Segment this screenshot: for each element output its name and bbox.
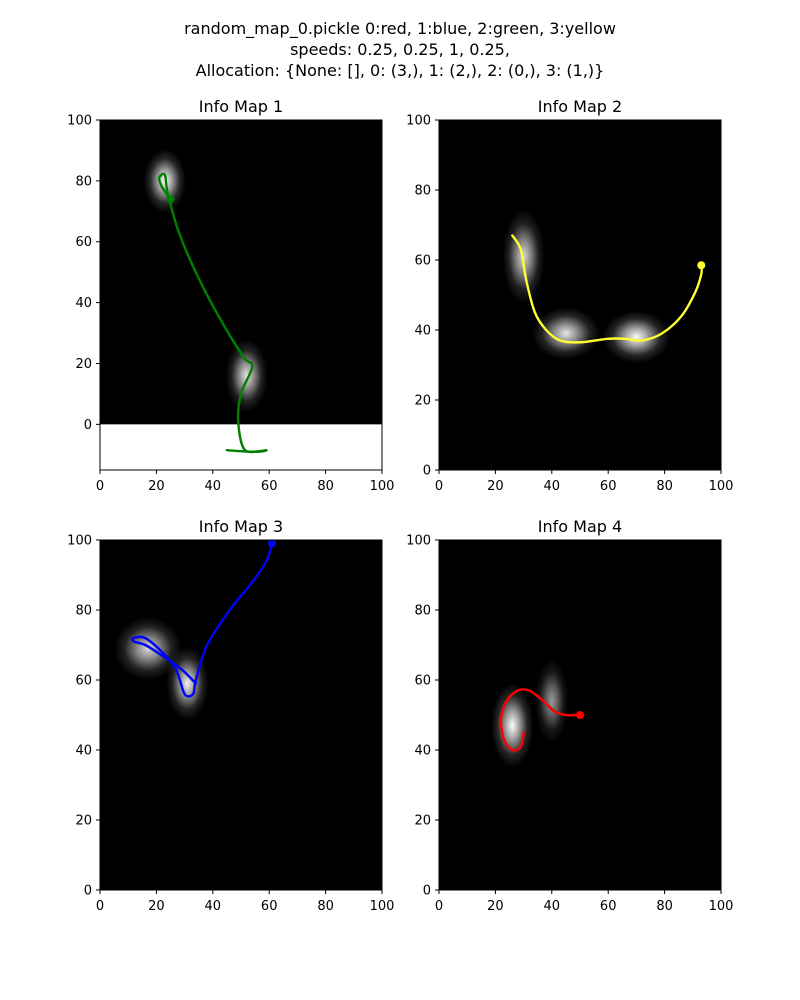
y-tick-label: 80	[414, 184, 431, 199]
y-tick-label: 20	[414, 814, 431, 829]
x-tick-label: 100	[370, 479, 395, 494]
x-tick-label: 80	[656, 899, 673, 914]
y-tick-label: 0	[423, 884, 431, 899]
x-tick-label: 20	[148, 479, 165, 494]
x-tick-label: 80	[656, 479, 673, 494]
x-tick-label: 60	[261, 479, 278, 494]
y-tick-label: 60	[414, 254, 431, 269]
subplots: 0 20 40 60 80 100 0 20 40 60 80 100 Info Map 1 0 20 40 6…	[67, 97, 733, 914]
subplot-title: Info Map 3	[199, 517, 283, 536]
trajectory-line	[499, 688, 582, 752]
subplot-1: 0 20 40 60 80 100 0 20 40 60 80 100 Info Map 1	[67, 97, 394, 494]
subplot-title: Info Map 4	[538, 517, 622, 536]
subplot-3: 0 20 40 60 80 100 0 20 40 60 80 100 Info Map 3	[67, 517, 394, 914]
trajectory-end-marker	[268, 539, 277, 548]
x-tick-label: 40	[544, 899, 561, 914]
hotspot	[602, 310, 671, 364]
trajectory-end-marker	[697, 261, 706, 270]
x-tick-label: 40	[205, 479, 222, 494]
x-tick-label: 0	[96, 479, 104, 494]
x-tick-label: 0	[435, 479, 443, 494]
trajectory-end-marker	[166, 195, 175, 204]
x-tick-label: 100	[709, 899, 734, 914]
y-tick-label: 20	[414, 394, 431, 409]
y-tick-label: 40	[414, 744, 431, 759]
hotspots	[502, 209, 671, 364]
subplot-2: 0 20 40 60 80 100 0 20 40 60 80 100 Info Map 2	[406, 97, 733, 494]
y-tick-label: 40	[414, 324, 431, 339]
x-tick-label: 0	[435, 899, 443, 914]
suptitle-line-2: speeds: 0.25, 0.25, 1, 0.25,	[290, 40, 510, 59]
y-tick-label: 100	[67, 534, 92, 549]
axes-frame	[438, 539, 722, 891]
hotspot	[534, 659, 569, 743]
x-tick-label: 60	[600, 479, 617, 494]
y-tick-label: 60	[414, 674, 431, 689]
x-tick-label: 80	[317, 899, 334, 914]
y-tick-label: 80	[75, 604, 92, 619]
x-tick-label: 40	[205, 899, 222, 914]
hotspots	[491, 659, 569, 768]
y-tick-label: 40	[75, 296, 92, 311]
trajectory-line	[511, 234, 703, 344]
axes-frame	[99, 539, 383, 891]
y-tick-label: 80	[414, 604, 431, 619]
x-tick-label: 100	[370, 899, 395, 914]
x-tick-label: 100	[709, 479, 734, 494]
y-tick-label: 0	[423, 464, 431, 479]
suptitle-line-3: Allocation: {None: [], 0: (3,), 1: (2,),…	[196, 61, 605, 80]
x-tick-label: 60	[600, 899, 617, 914]
y-tick-label: 60	[75, 235, 92, 250]
hotspot	[532, 307, 600, 360]
hotspot	[491, 683, 534, 768]
axes-frame	[99, 119, 383, 471]
info-map-image	[100, 540, 382, 890]
subplot-title: Info Map 2	[538, 97, 622, 116]
hotspot	[225, 339, 268, 413]
y-tick-label: 100	[67, 114, 92, 129]
x-tick-label: 20	[487, 899, 504, 914]
y-tick-label: 60	[75, 674, 92, 689]
x-tick-label: 40	[544, 479, 561, 494]
x-tick-label: 20	[148, 899, 165, 914]
y-tick-label: 80	[75, 174, 92, 189]
y-tick-label: 0	[84, 884, 92, 899]
y-tick-label: 100	[406, 114, 431, 129]
x-tick-label: 20	[487, 479, 504, 494]
info-map-image	[439, 120, 721, 470]
y-tick-label: 20	[75, 357, 92, 372]
x-tick-label: 0	[96, 899, 104, 914]
hotspot	[502, 209, 545, 304]
suptitle-line-1: random_map_0.pickle 0:red, 1:blue, 2:gre…	[184, 19, 616, 39]
axes-frame	[438, 119, 722, 471]
y-tick-label: 20	[75, 814, 92, 829]
y-tick-label: 0	[84, 418, 92, 433]
trajectory-line	[157, 172, 268, 454]
subplot-title: Info Map 1	[199, 97, 283, 116]
y-tick-label: 100	[406, 534, 431, 549]
trajectory-end-marker	[576, 711, 584, 719]
hotspot	[114, 617, 182, 680]
subplot-4: 0 20 40 60 80 100 0 20 40 60 80 100 Info Map 4	[406, 517, 733, 914]
trajectory-line	[131, 542, 274, 698]
y-tick-label: 40	[75, 744, 92, 759]
x-tick-label: 80	[317, 479, 334, 494]
x-tick-label: 60	[261, 899, 278, 914]
